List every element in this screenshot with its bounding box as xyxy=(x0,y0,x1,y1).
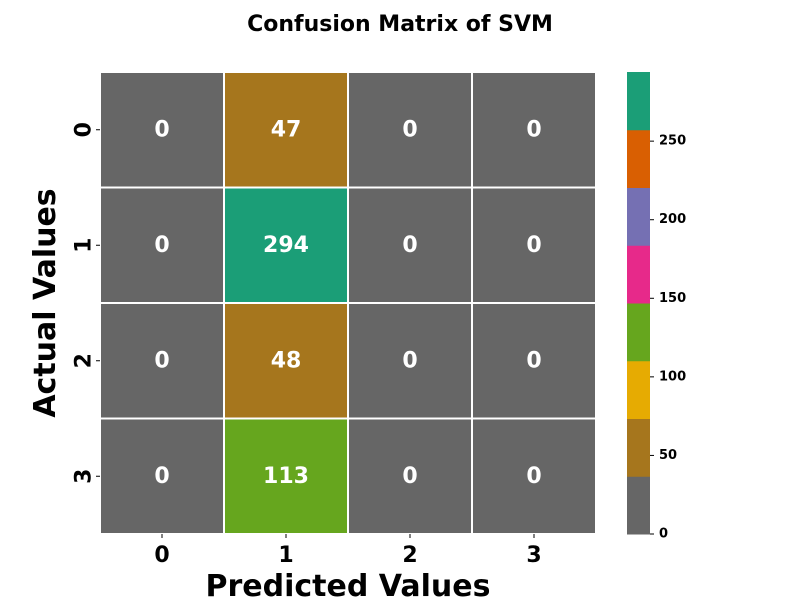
heatmap-cell xyxy=(471,186,597,304)
cell-value-label: 0 xyxy=(154,464,169,489)
heatmap-grid: 0 47 0 0 0 294 0 0 0 48 0 0 0 113 0 0 xyxy=(99,71,597,535)
cell-value-label: 0 xyxy=(526,464,541,489)
cell-value-label: 113 xyxy=(263,464,309,489)
heatmap-cell xyxy=(223,71,349,189)
cell-value-label: 0 xyxy=(526,233,541,258)
heatmap-cell xyxy=(471,302,597,420)
colorbar-segment xyxy=(627,476,650,535)
colorbar-tick-label: 50 xyxy=(659,448,677,463)
heatmap-cell xyxy=(223,186,349,304)
colorbar-segment xyxy=(627,303,650,362)
colorbar-tick-label: 150 xyxy=(659,291,686,306)
y-tick-label: 1 xyxy=(72,238,97,253)
y-axis-ticks: 0 1 2 3 xyxy=(72,122,100,484)
x-tick-label: 0 xyxy=(154,543,169,568)
cell-value-label: 294 xyxy=(263,233,309,258)
x-tick-label: 2 xyxy=(402,543,417,568)
colorbar-segment xyxy=(627,360,650,419)
chart-title: Confusion Matrix of SVM xyxy=(247,12,553,37)
cell-value-label: 0 xyxy=(402,348,417,373)
cell-value-label: 0 xyxy=(154,117,169,142)
colorbar-segment xyxy=(627,187,650,246)
heatmap-cell xyxy=(471,417,597,535)
heatmap-cell xyxy=(471,71,597,189)
y-axis-label: Actual Values xyxy=(28,188,63,417)
cell-value-label: 47 xyxy=(271,117,302,142)
cell-value-label: 0 xyxy=(402,464,417,489)
x-axis-ticks: 0 1 2 3 xyxy=(154,534,542,568)
colorbar-segment xyxy=(627,245,650,304)
colorbar-tick-label: 0 xyxy=(659,527,668,542)
heatmap-cell xyxy=(347,71,473,189)
cell-value-label: 0 xyxy=(526,348,541,373)
x-tick-label: 1 xyxy=(278,543,293,568)
cell-value-label: 0 xyxy=(402,117,417,142)
x-tick-label: 3 xyxy=(526,543,541,568)
heatmap-cell xyxy=(223,417,349,535)
colorbar-segment xyxy=(627,72,650,131)
colorbar-tick-label: 250 xyxy=(659,134,686,149)
cell-value-label: 48 xyxy=(271,348,302,373)
colorbar: 0 50 100 150 200 250 xyxy=(627,72,686,542)
y-tick-label: 3 xyxy=(72,469,97,484)
y-tick-label: 0 xyxy=(72,122,97,137)
colorbar-tick-label: 100 xyxy=(659,369,686,384)
cell-value-label: 0 xyxy=(402,233,417,258)
y-tick-label: 2 xyxy=(72,353,97,368)
colorbar-segment xyxy=(627,129,650,188)
heatmap-cell xyxy=(223,302,349,420)
cell-value-label: 0 xyxy=(154,233,169,258)
colorbar-tick-label: 200 xyxy=(659,212,686,227)
heatmap-cell xyxy=(99,71,225,189)
colorbar-segment xyxy=(627,418,650,477)
cell-value-label: 0 xyxy=(154,348,169,373)
x-axis-label: Predicted Values xyxy=(206,569,491,600)
cell-value-label: 0 xyxy=(526,117,541,142)
